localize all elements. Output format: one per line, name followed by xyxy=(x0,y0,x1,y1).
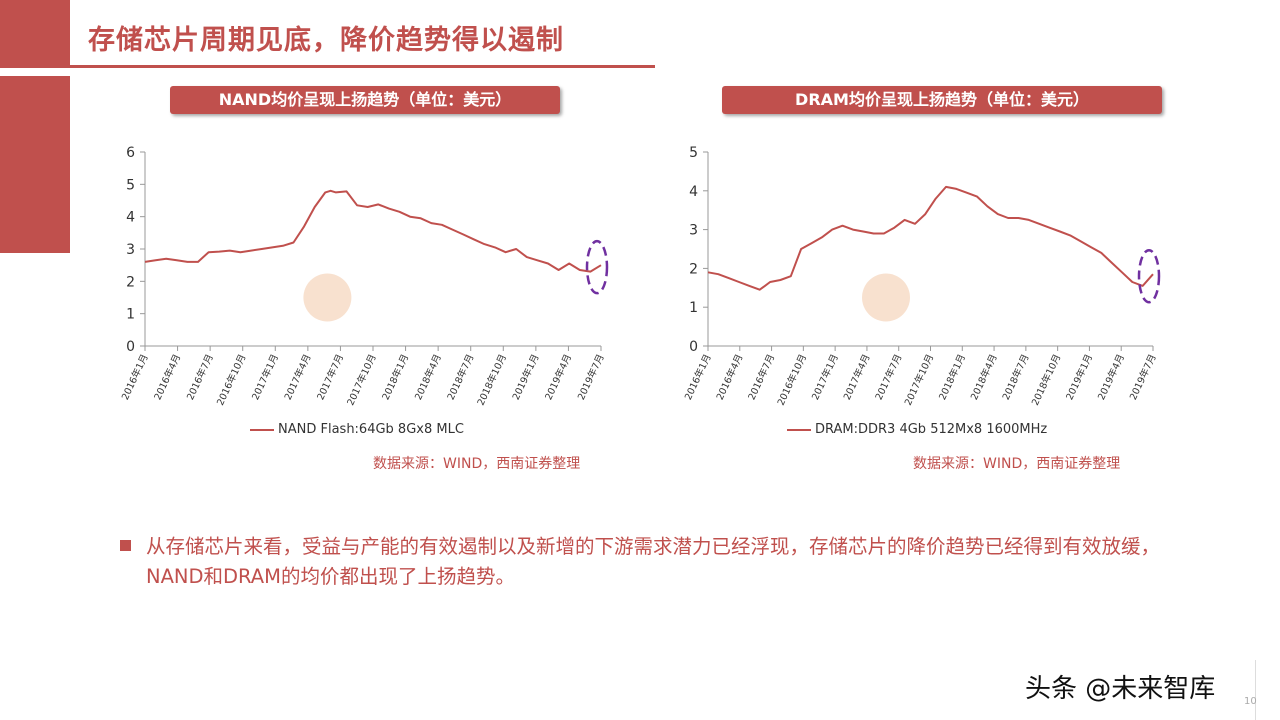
nand-legend-swatch xyxy=(250,428,274,431)
dram-x-tick-label: 2016年1月 xyxy=(682,352,714,402)
dram-y-tick-label: 4 xyxy=(689,184,698,200)
dram-legend: DRAM:DDR3 4Gb 512Mx8 1600MHz xyxy=(787,422,1047,437)
dram-x-tick-label: 2016年4月 xyxy=(714,352,746,402)
nand-x-tick-label: 2017年10月 xyxy=(344,352,378,407)
nand-x-tick-label: 2016年4月 xyxy=(152,352,184,402)
dram-x-tick-label: 2016年7月 xyxy=(746,352,778,402)
nand-x-tick-label: 2018年4月 xyxy=(412,352,444,402)
nand-x-tick-label: 2018年7月 xyxy=(445,352,477,402)
title-underline xyxy=(70,65,655,68)
side-accent-block xyxy=(0,76,70,253)
dram-chart-title: DRAM均价呈现上扬趋势（单位：美元） xyxy=(722,86,1162,114)
nand-series-line xyxy=(144,189,602,273)
dram-x-tick-label: 2019年4月 xyxy=(1095,352,1127,402)
summary-bullet: 从存储芯片来看，受益与产能的有效遏制以及新增的下游需求潜力已经浮现，存储芯片的降… xyxy=(120,532,1200,592)
nand-x-tick-label: 2016年10月 xyxy=(214,352,248,407)
dram-x-tick-label: 2018年7月 xyxy=(1000,352,1032,402)
nand-data-source: 数据来源：WIND，西南证券整理 xyxy=(373,456,581,472)
page-divider xyxy=(1255,660,1256,720)
dram-data-source: 数据来源：WIND，西南证券整理 xyxy=(913,456,1121,472)
nand-y-tick-label: 2 xyxy=(126,274,135,290)
dram-x-tick-label: 2016年10月 xyxy=(775,352,809,407)
nand-x-tick-label: 2019年4月 xyxy=(542,352,574,402)
dram-x-tick-label: 2017年4月 xyxy=(841,352,873,402)
nand-x-tick-label: 2018年10月 xyxy=(475,352,509,407)
page-number: 10 xyxy=(1244,696,1257,707)
dram-y-tick-label: 2 xyxy=(689,261,698,277)
nand-y-tick-label: 6 xyxy=(126,145,135,161)
nand-x-tick-label: 2016年7月 xyxy=(184,352,216,402)
dram-y-tick-label: 0 xyxy=(689,339,698,355)
nand-x-tick-label: 2017年1月 xyxy=(249,352,281,402)
nand-legend: NAND Flash:64Gb 8Gx8 MLC xyxy=(250,422,464,437)
dram-x-tick-label: 2017年10月 xyxy=(902,352,936,407)
dram-x-tick-label: 2019年1月 xyxy=(1063,352,1095,402)
bullet-square-icon xyxy=(120,540,131,551)
nand-x-tick-label: 2019年7月 xyxy=(575,352,607,402)
dram-x-tick-label: 2018年10月 xyxy=(1029,352,1063,407)
dram-x-tick-label: 2018年4月 xyxy=(968,352,1000,402)
nand-y-tick-label: 1 xyxy=(126,307,135,323)
dram-x-tick-label: 2018年1月 xyxy=(936,352,968,402)
dram-x-tick-label: 2017年1月 xyxy=(809,352,841,402)
dram-x-tick-label: 2019年7月 xyxy=(1127,352,1159,402)
nand-x-tick-label: 2017年7月 xyxy=(314,352,346,402)
dram-legend-swatch xyxy=(787,428,811,431)
nand-x-tick-label: 2016年1月 xyxy=(119,352,151,402)
dram-logo-watermark-icon xyxy=(862,273,910,322)
nand-x-tick-label: 2017年4月 xyxy=(282,352,314,402)
nand-x-tick-label: 2018年1月 xyxy=(380,352,412,402)
watermark-text: 头条 @未来智库 xyxy=(1025,674,1216,704)
nand-legend-label: NAND Flash:64Gb 8Gx8 MLC xyxy=(278,422,464,437)
nand-x-tick-label: 2019年1月 xyxy=(510,352,542,402)
dram-y-tick-label: 1 xyxy=(689,300,698,316)
nand-y-tick-label: 3 xyxy=(126,242,135,258)
dram-legend-label: DRAM:DDR3 4Gb 512Mx8 1600MHz xyxy=(815,422,1048,437)
dram-y-tick-label: 5 xyxy=(689,145,698,161)
dram-highlight-ellipse xyxy=(1137,248,1161,304)
nand-chart-title: NAND均价呈现上扬趋势（单位：美元） xyxy=(170,86,560,114)
nand-y-tick-label: 0 xyxy=(126,339,135,355)
slide-title: 存储芯片周期见底，降价趋势得以遏制 xyxy=(88,25,564,56)
nand-y-tick-label: 4 xyxy=(126,210,135,226)
dram-series-line xyxy=(707,185,1154,291)
nand-highlight-ellipse xyxy=(585,239,609,295)
nand-y-tick-label: 5 xyxy=(126,177,135,193)
nand-logo-watermark-icon xyxy=(303,273,352,322)
dram-x-tick-label: 2017年7月 xyxy=(873,352,905,402)
title-accent-block xyxy=(0,0,70,68)
summary-bullet-text: 从存储芯片来看，受益与产能的有效遏制以及新增的下游需求潜力已经浮现，存储芯片的降… xyxy=(146,535,1161,588)
dram-y-tick-label: 3 xyxy=(689,223,698,239)
